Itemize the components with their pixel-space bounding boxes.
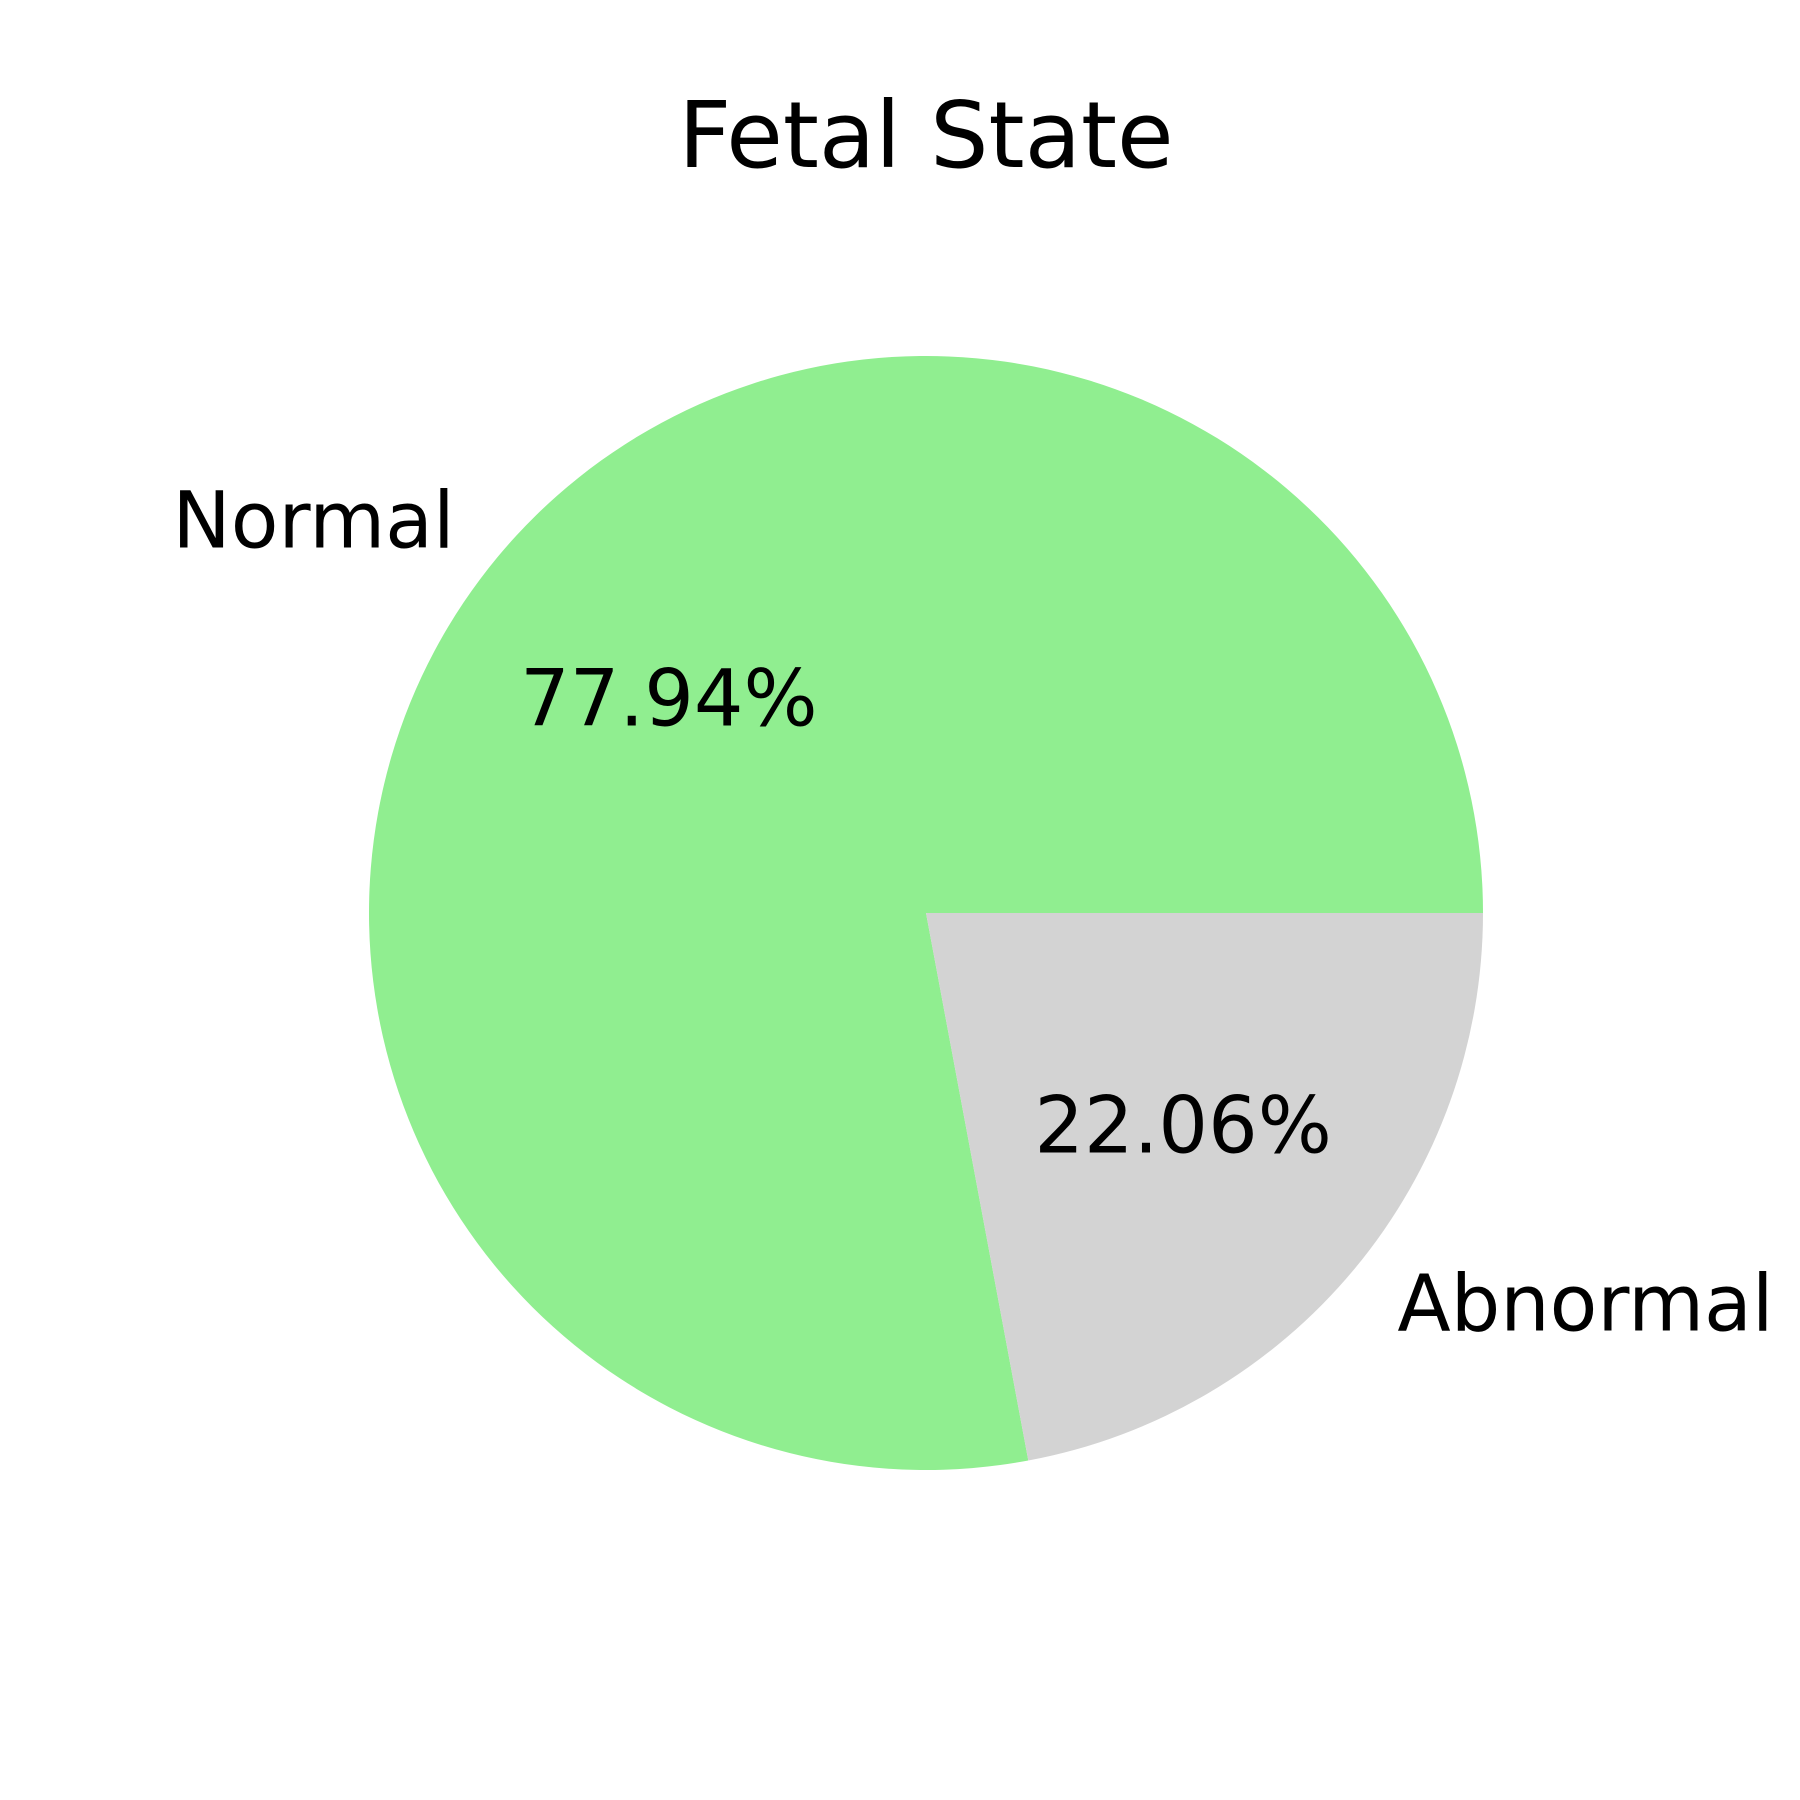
- slice-label-abnormal: Abnormal: [1397, 1259, 1773, 1349]
- chart-title: Fetal State: [678, 82, 1173, 189]
- pie-slice-abnormal: [926, 913, 1483, 1461]
- data-label-abnormal: 22.06%: [1034, 1082, 1331, 1172]
- data-label-normal: 77.94%: [520, 654, 817, 744]
- slice-label-normal: Normal: [172, 477, 454, 567]
- pie-slice-normal: [369, 355, 1484, 1470]
- pie-slices: [369, 355, 1484, 1470]
- pie-labels: Normal 77.94% Abnormal 22.06%: [172, 477, 1773, 1350]
